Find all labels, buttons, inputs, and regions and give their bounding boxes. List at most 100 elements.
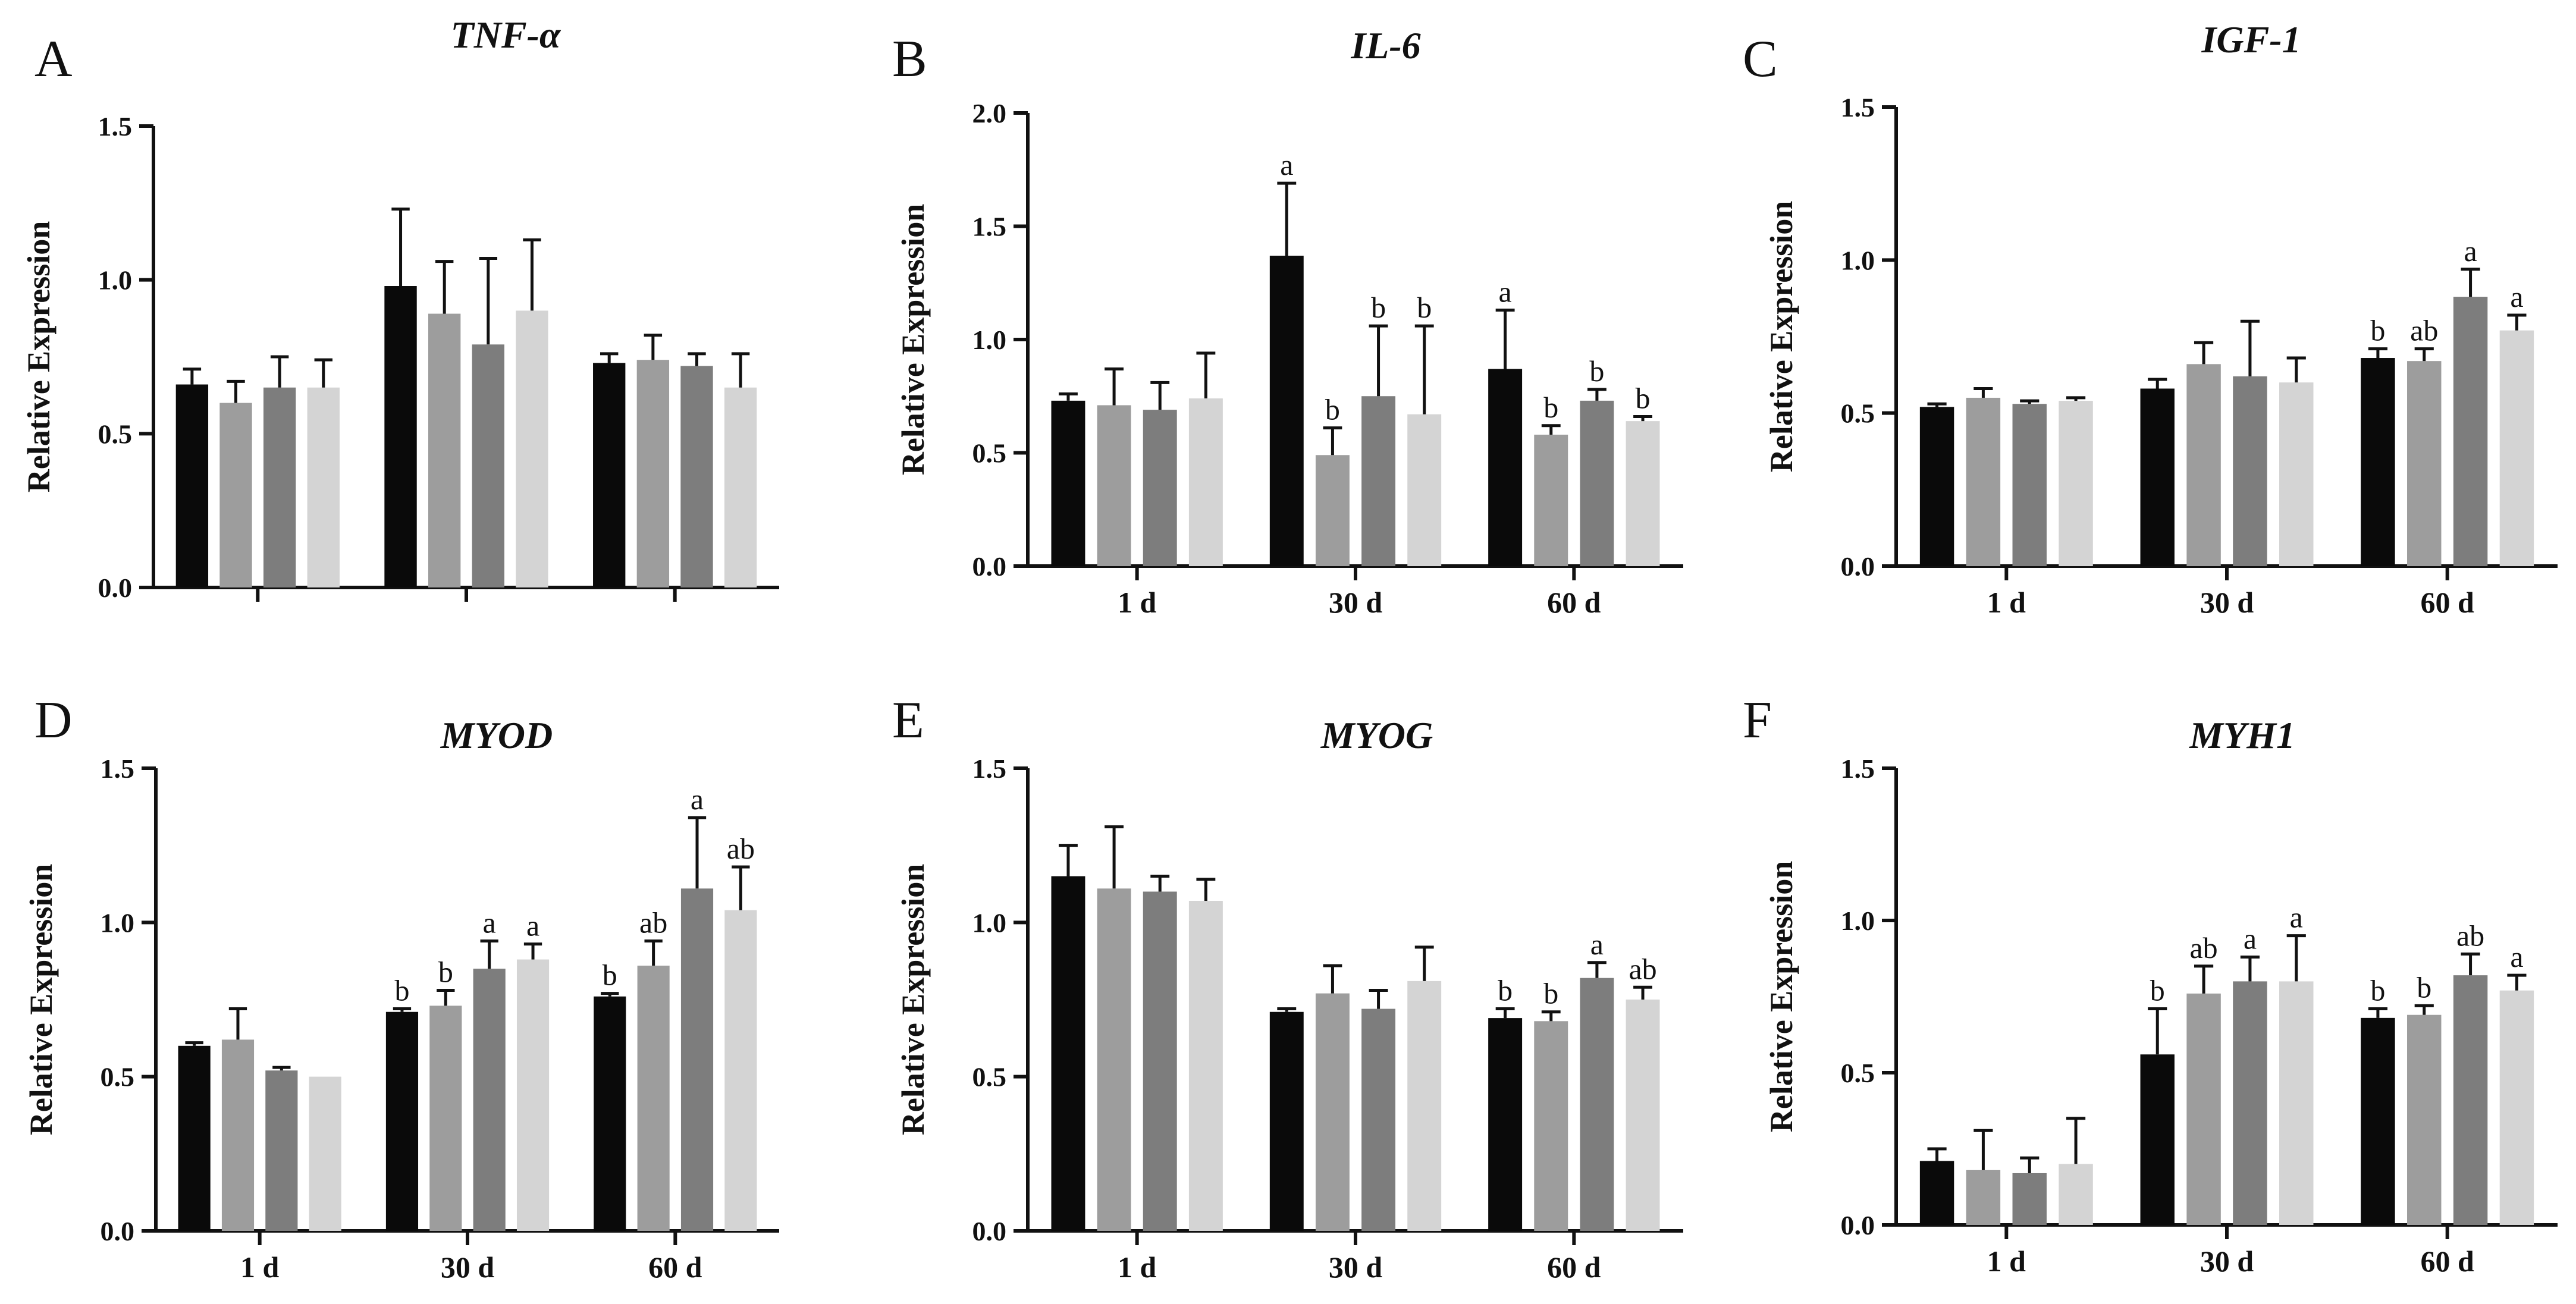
significance-label: b	[2150, 973, 2165, 1007]
chart-title: IGF-1	[2201, 18, 2301, 61]
significance-label: a	[2244, 922, 2257, 955]
y-tick-label: 0.5	[101, 1062, 135, 1092]
significance-label: b	[2417, 970, 2431, 1004]
significance-label: b	[1498, 974, 1513, 1007]
bar	[1919, 407, 1954, 566]
bar	[1919, 1161, 1954, 1225]
panel-e: E MYOG Relative Expression 0.0 0.5 1.0 1.5 1 d 3…	[892, 692, 1683, 1284]
y-tick-label: 0.5	[98, 419, 133, 449]
bar	[636, 360, 670, 587]
significance-label: a	[1590, 928, 1604, 961]
x-tick-label: 1 d	[1987, 1245, 2026, 1278]
bar	[384, 286, 417, 587]
bar	[428, 313, 461, 587]
bar	[1269, 256, 1304, 566]
panel-letter: B	[892, 30, 927, 88]
panel-letter: E	[892, 692, 924, 749]
x-tick-label: 30 d	[2200, 1245, 2254, 1278]
y-tick-label: 1.5	[972, 753, 1007, 784]
bar	[680, 366, 713, 587]
significance-label: b	[2370, 973, 2385, 1007]
significance-label: b	[1417, 291, 1432, 324]
bar	[637, 965, 670, 1231]
panel-letter: C	[1743, 30, 1778, 88]
y-axis-label: Relative Expression	[1764, 201, 1799, 473]
y-tick-label: 1.0	[101, 907, 135, 938]
x-tick-label: 60 d	[1547, 586, 1601, 619]
bar	[1097, 888, 1131, 1231]
bar	[429, 1006, 462, 1231]
x-tick-label: 60 d	[648, 1250, 702, 1284]
bar	[2186, 364, 2221, 566]
x-tick-label: 30 d	[2200, 586, 2254, 619]
significance-label: b	[2370, 314, 2385, 347]
bar	[2407, 361, 2442, 566]
bar	[472, 344, 504, 587]
y-tick-label: 1.5	[1841, 753, 1875, 784]
bar	[516, 959, 550, 1231]
panel-letter: A	[34, 30, 73, 88]
y-tick-label: 1.5	[972, 212, 1007, 242]
y-tick-label: 0.5	[972, 1062, 1007, 1092]
significance-label: b	[1371, 291, 1386, 324]
bar	[2059, 1164, 2093, 1225]
significance-label: a	[1499, 275, 1512, 308]
panel-letter: D	[34, 692, 73, 749]
bar	[307, 387, 340, 587]
bar	[1407, 414, 1442, 566]
y-tick-label: 0.0	[101, 1216, 135, 1246]
y-tick-label: 0.0	[972, 551, 1007, 582]
bar	[1966, 397, 2001, 566]
significance-label: b	[603, 959, 617, 992]
bar	[2453, 297, 2488, 566]
significance-label: ab	[2189, 931, 2217, 964]
x-tick-label: 60 d	[2421, 1245, 2475, 1278]
y-tick-label: 1.5	[1841, 92, 1875, 122]
bar	[724, 910, 757, 1231]
bar	[2407, 1014, 2442, 1225]
x-tick-label: 1 d	[1118, 586, 1157, 619]
chart-title: IL-6	[1350, 24, 1420, 67]
significance-label: a	[1280, 148, 1293, 181]
bar	[1534, 1021, 1568, 1231]
significance-label: a	[2510, 940, 2523, 973]
y-tick-label: 1.0	[98, 265, 133, 296]
significance-label: a	[2510, 280, 2523, 313]
bar	[2059, 401, 2093, 566]
x-tick-label: 1 d	[1987, 586, 2026, 619]
bar	[1188, 901, 1223, 1231]
bar	[1315, 455, 1350, 566]
bar	[221, 1039, 255, 1231]
y-axis-label: Relative Expression	[21, 221, 57, 493]
bar	[309, 1076, 341, 1231]
significance-label: b	[394, 974, 409, 1007]
significance-label: a	[483, 906, 496, 939]
significance-label: a	[2464, 234, 2477, 268]
y-tick-label: 0.0	[972, 1216, 1007, 1246]
bar	[1488, 369, 1523, 566]
bar	[1626, 421, 1660, 566]
bar	[473, 969, 506, 1231]
significance-label: b	[1543, 977, 1558, 1010]
significance-label: ab	[727, 832, 755, 865]
y-tick-label: 0.0	[1841, 1210, 1875, 1240]
bar	[2361, 358, 2395, 566]
bar	[385, 1011, 419, 1231]
bar	[2186, 993, 2221, 1225]
y-tick-label: 0.0	[1841, 551, 1875, 582]
bar	[2361, 1017, 2395, 1225]
bar	[2233, 376, 2267, 566]
panel-b: B IL-6 Relative Expression 0.0 0.5 1.0 1.5 2.0 1…	[892, 24, 1683, 619]
y-tick-label: 0.5	[972, 438, 1007, 469]
y-tick-label: 0.0	[98, 573, 133, 603]
bar	[1966, 1170, 2001, 1225]
significance-label: b	[438, 955, 453, 988]
y-tick-label: 1.0	[1841, 906, 1875, 936]
bar	[2233, 981, 2267, 1225]
x-tick-label: 30 d	[1329, 586, 1383, 619]
bar	[1361, 396, 1396, 566]
bar	[593, 363, 626, 587]
bar	[2012, 1173, 2047, 1225]
panel-d: D MYOD Relative Expression 0.0 0.5 1.0 1.5 1 d 3…	[23, 692, 779, 1284]
